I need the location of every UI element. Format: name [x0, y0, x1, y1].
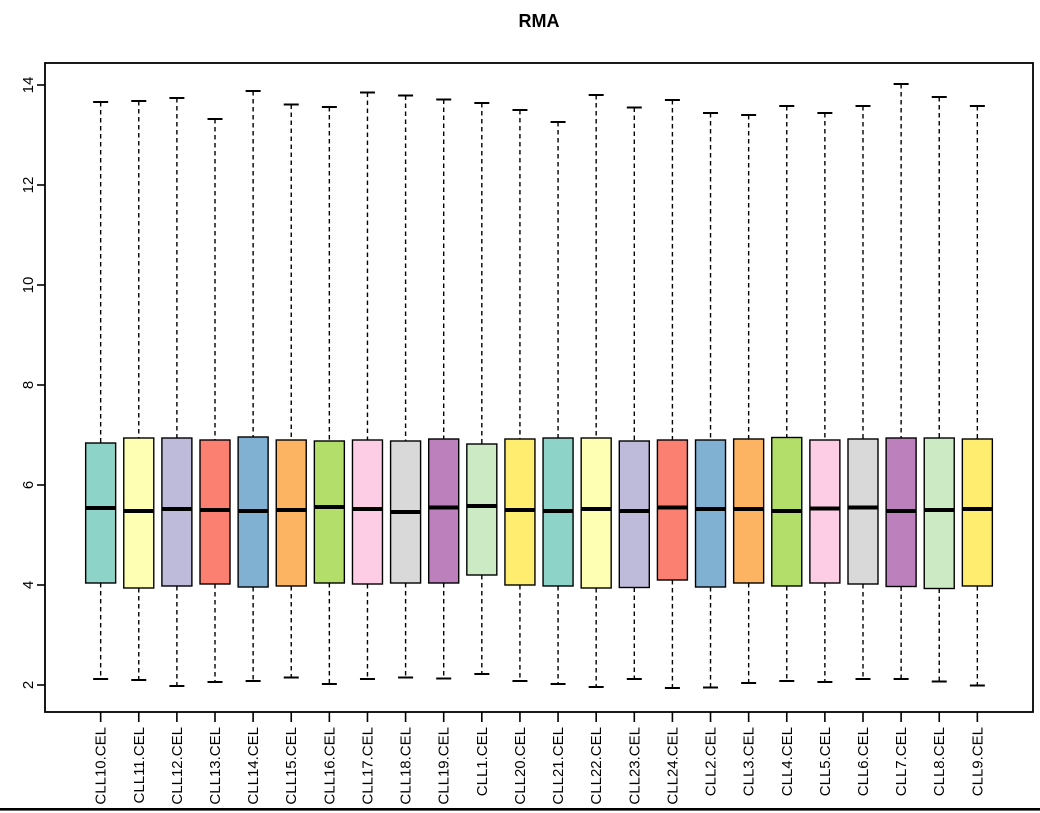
iqr-box [847, 438, 879, 585]
box-group-CLL24.CEL [656, 99, 689, 689]
x-tick-label: CLL21.CEL [550, 727, 567, 805]
x-tick-label: CLL16.CEL [321, 727, 338, 805]
iqr-box [161, 437, 193, 587]
box-group-CLL4.CEL [771, 105, 803, 682]
y-tick-label: 6 [20, 481, 37, 489]
x-tick-label: CLL17.CEL [359, 727, 376, 805]
box-group-CLL10.CEL [84, 101, 117, 680]
x-tick-label: CLL13.CEL [207, 727, 224, 805]
iqr-box [809, 439, 841, 584]
box-group-CLL19.CEL [428, 98, 460, 680]
x-tick-label: CLL9.CEL [969, 727, 986, 796]
y-tick-label: 2 [20, 681, 37, 689]
iqr-box [351, 439, 384, 585]
x-tick-label: CLL23.CEL [626, 727, 643, 805]
box-group-CLL18.CEL [389, 94, 422, 679]
chart-title: RMA [519, 11, 560, 31]
iqr-box [428, 438, 460, 584]
iqr-box [275, 439, 307, 587]
iqr-box [656, 439, 689, 581]
x-tick-label: CLL3.CEL [741, 727, 758, 796]
x-tick-label: CLL1.CEL [474, 727, 491, 796]
x-tick-label: CLL4.CEL [779, 727, 796, 796]
window-bottom-border [0, 808, 1040, 811]
x-tick-label: CLL11.CEL [131, 727, 148, 803]
box-group-CLL3.CEL [732, 114, 765, 684]
iqr-box [694, 439, 727, 588]
iqr-box [961, 438, 994, 587]
box-group-CLL23.CEL [618, 106, 650, 680]
x-tick-label: CLL20.CEL [512, 727, 529, 805]
x-tick-label: CLL22.CEL [588, 727, 605, 805]
y-tick-label: 8 [20, 381, 37, 389]
box-group-CLL1.CEL [466, 102, 498, 675]
box-group-CLL17.CEL [351, 91, 384, 680]
iqr-box [84, 442, 117, 584]
iqr-box [313, 440, 346, 584]
iqr-box [580, 437, 612, 589]
box-group-CLL21.CEL [542, 121, 574, 685]
box-group-CLL7.CEL [885, 83, 917, 680]
box-group-CLL11.CEL [123, 100, 155, 681]
y-tick-label: 12 [20, 177, 37, 194]
box-group-CLL15.CEL [275, 103, 307, 679]
x-tick-label: CLL19.CEL [436, 727, 453, 805]
box-group-CLL8.CEL [923, 96, 955, 683]
x-axis: CLL10.CEL CLL11.CEL CLL12.CEL CLL13.CEL CLL1… [93, 712, 986, 805]
y-tick-label: 10 [20, 277, 37, 294]
box-group-CLL5.CEL [809, 112, 841, 683]
box-group-CLL20.CEL [504, 109, 536, 682]
x-tick-label: CLL10.CEL [93, 727, 110, 805]
y-tick-label: 14 [20, 77, 37, 94]
box-group-CLL13.CEL [199, 118, 231, 683]
y-tick-label: 4 [20, 581, 37, 589]
plot-frame [44, 62, 1034, 713]
box-group-CLL14.CEL [237, 90, 269, 682]
x-tick-label: CLL24.CEL [664, 727, 681, 805]
x-tick-label: CLL14.CEL [245, 727, 262, 805]
box-group-CLL16.CEL [313, 106, 346, 685]
x-tick-label: CLL6.CEL [855, 727, 872, 796]
iqr-box [466, 443, 498, 576]
box-group-CLL6.CEL [847, 105, 879, 680]
iqr-box [923, 437, 955, 590]
boxes-layer [84, 83, 994, 689]
box-group-CLL2.CEL [694, 112, 727, 689]
box-group-CLL22.CEL [580, 94, 612, 688]
x-tick-label: CLL7.CEL [893, 727, 910, 796]
x-tick-label: CLL15.CEL [283, 727, 300, 805]
iqr-box [618, 440, 650, 589]
box-group-CLL12.CEL [161, 97, 193, 687]
x-tick-label: CLL2.CEL [703, 727, 720, 796]
x-tick-label: CLL8.CEL [931, 727, 948, 796]
x-tick-label: CLL12.CEL [169, 727, 186, 805]
y-axis: 2 4 6 8 10 12 14 [20, 77, 45, 689]
x-tick-label: CLL18.CEL [398, 727, 415, 805]
box-group-CLL9.CEL [961, 105, 994, 687]
x-tick-label: CLL5.CEL [817, 727, 834, 796]
